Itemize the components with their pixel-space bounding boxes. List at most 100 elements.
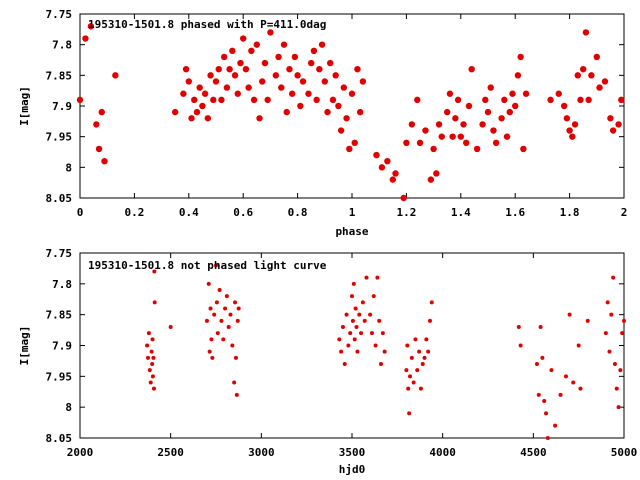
phased-data-point	[234, 90, 241, 97]
phased-data-point	[310, 47, 318, 54]
phased-data-point	[299, 78, 307, 85]
phased-data-point	[571, 121, 579, 128]
unphased-x-tick-label: 4000	[429, 446, 456, 459]
unphased-data-point	[339, 349, 344, 354]
phased-x-tick-label: 0.2	[124, 206, 144, 219]
phased-data-point	[324, 108, 331, 116]
unphased-data-point	[380, 331, 385, 336]
unphased-data-point	[147, 368, 152, 373]
phased-data-point	[403, 139, 410, 146]
unphased-data-point	[375, 275, 380, 280]
phased-data-point	[438, 133, 445, 140]
phased-data-point	[215, 66, 222, 73]
unphased-data-point	[545, 436, 550, 440]
unphased-x-tick-label: 3000	[248, 446, 275, 459]
phased-data-point	[479, 121, 486, 128]
unphased-data-point	[542, 399, 547, 403]
phased-data-point	[514, 72, 522, 79]
unphased-y-tick-label: 7.9	[52, 340, 72, 353]
unphased-data-point	[426, 349, 431, 354]
unphased-data-point	[516, 325, 521, 329]
unphased-data-point	[351, 281, 356, 286]
phased-y-tick-label: 7.75	[46, 8, 73, 21]
phased-data-point	[427, 176, 435, 183]
unphased-data-point	[234, 392, 239, 397]
unphased-data-point	[422, 355, 427, 360]
phased-data-point	[172, 108, 179, 116]
unphased-data-point	[369, 331, 374, 336]
unphased-plot-title: 195310-1501.8 not phased light curve	[88, 259, 327, 272]
unphased-data-point	[150, 362, 155, 366]
unphased-axes-frame	[79, 252, 625, 439]
unphased-data-point	[145, 343, 150, 348]
phased-axes-frame	[79, 13, 625, 199]
phased-data-point	[593, 53, 600, 61]
unphased-data-point	[359, 331, 364, 336]
phased-data-point	[422, 127, 429, 134]
phased-data-point	[356, 108, 364, 116]
unphased-data-point	[413, 337, 418, 342]
unphased-data-point	[418, 386, 423, 391]
unphased-data-point	[149, 349, 154, 354]
phased-data-point	[261, 59, 269, 67]
phased-data-point	[193, 108, 201, 116]
phased-data-point	[212, 78, 220, 85]
unphased-data-point	[224, 294, 229, 299]
phased-data-point	[308, 59, 315, 67]
phased-data-point	[580, 66, 587, 73]
phased-x-tick-label: 2	[621, 206, 628, 219]
unphased-data-point	[209, 337, 214, 342]
phased-data-point	[93, 121, 100, 128]
phased-plot-title: 195310-1501.8 phased with P=411.0dag	[88, 18, 326, 31]
unphased-data-point	[353, 306, 358, 311]
phased-x-tick-label: 1.6	[505, 206, 525, 219]
unphased-data-point	[212, 312, 217, 317]
unphased-data-point	[360, 300, 365, 305]
unphased-data-point	[235, 318, 240, 323]
phased-data-point	[433, 170, 440, 177]
phased-data-point	[560, 102, 568, 110]
phased-data-point	[101, 158, 108, 165]
phased-data-point	[484, 108, 492, 116]
phased-data-point	[248, 47, 255, 54]
unphased-data-point	[420, 362, 425, 366]
phased-data-point	[400, 194, 407, 202]
phased-data-point	[313, 96, 320, 104]
unphased-data-point	[612, 362, 617, 366]
phased-data-point	[204, 115, 212, 122]
phased-plot: 0 0.2 0.4 0.6 0.8 1 1.2 1.4 1.6 1.8 2 7.75 7.8 7.85 7.…	[18, 8, 627, 238]
phased-data-point	[242, 66, 250, 73]
unphased-data-point	[150, 337, 155, 342]
phased-data-point	[618, 96, 625, 104]
phased-data-point	[210, 96, 217, 104]
phased-data-point	[188, 115, 195, 122]
phased-data-point	[378, 164, 386, 171]
unphased-data-point	[151, 355, 156, 360]
phased-data-point	[359, 78, 367, 85]
unphased-data-point	[152, 269, 157, 274]
unphased-data-point	[151, 386, 156, 391]
unphased-data-point	[223, 306, 228, 311]
phased-data-point	[291, 53, 299, 61]
unphased-data-point	[379, 362, 384, 366]
phased-y-tick-label: 8.05	[46, 192, 73, 205]
phased-data-point	[463, 139, 470, 146]
unphased-x-tick-label: 3500	[339, 446, 366, 459]
phased-data-point	[95, 145, 103, 153]
phased-x-axis-title: phase	[335, 225, 368, 238]
phased-data-point	[492, 139, 500, 146]
phased-data-point	[229, 47, 236, 54]
unphased-data-point	[346, 343, 351, 348]
unphased-data-point	[544, 411, 549, 416]
unphased-data-point	[614, 386, 619, 391]
phased-data-point	[223, 84, 231, 91]
phased-data-point	[522, 90, 530, 97]
unphased-data-point	[168, 325, 173, 329]
phased-data-point	[444, 108, 451, 116]
unphased-data-point	[146, 331, 151, 336]
phased-data-point	[615, 121, 622, 128]
unphased-data-point	[236, 306, 241, 311]
phased-data-point	[503, 133, 511, 140]
unphased-data-point	[206, 281, 211, 286]
phased-data-point	[351, 139, 358, 146]
